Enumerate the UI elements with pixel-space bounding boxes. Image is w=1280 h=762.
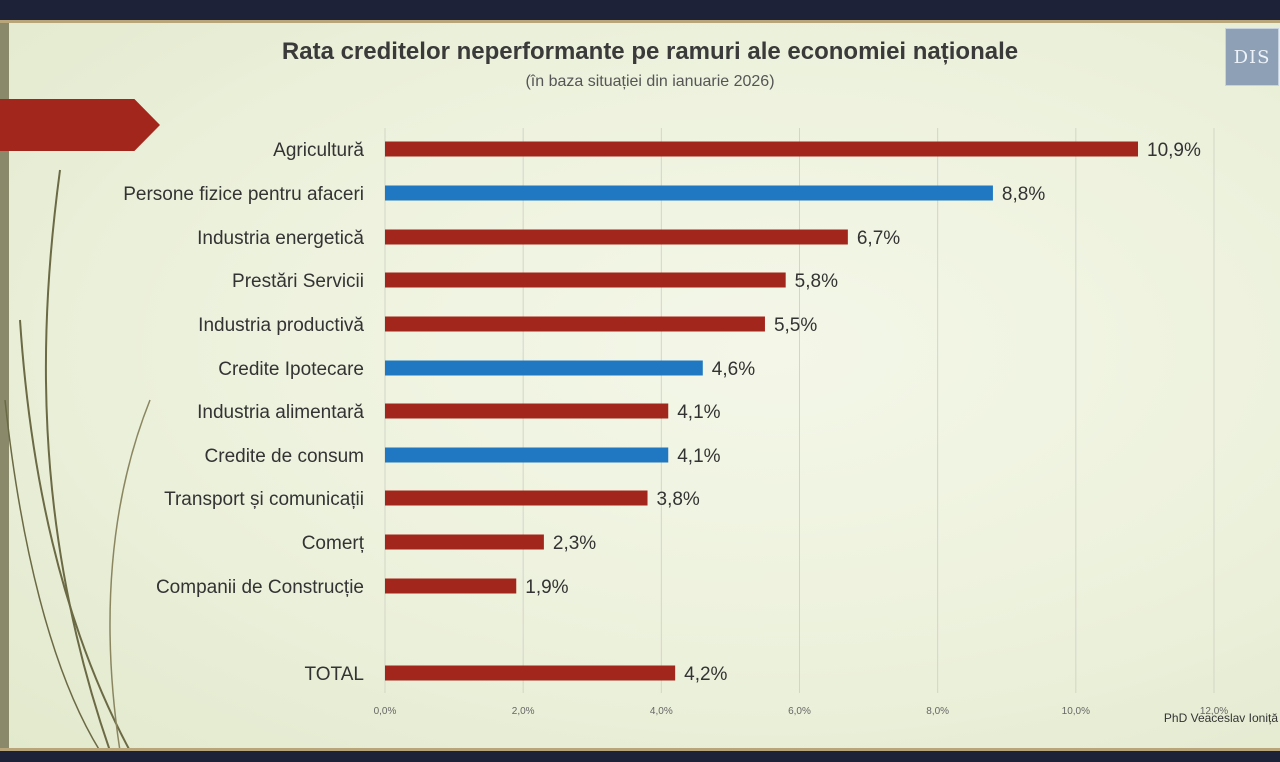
x-tick-label: 4,0% [650, 706, 673, 717]
data-label: 6,7% [857, 228, 900, 249]
chart-title: Rata creditelor neperformante pe ramuri … [281, 38, 1019, 65]
data-label: 8,8% [1002, 184, 1045, 205]
arrow-banner [0, 99, 160, 151]
category-label: Companii de Construcție [156, 577, 364, 598]
data-label: 10,9% [1147, 140, 1201, 161]
x-tick-label: 6,0% [788, 706, 811, 717]
data-label: 1,9% [525, 577, 568, 598]
category-label: Credite Ipotecare [218, 359, 364, 380]
bar [385, 534, 544, 550]
x-tick-label: 10,0% [1062, 706, 1090, 717]
data-label: 4,1% [677, 446, 720, 467]
category-label: Comerț [302, 533, 365, 554]
category-label: Persone fizice pentru afaceri [123, 184, 364, 205]
bar [385, 490, 648, 506]
data-label: 5,5% [774, 315, 817, 336]
category-label: TOTAL [305, 664, 364, 685]
bar [385, 578, 517, 594]
data-label: 3,8% [657, 489, 700, 510]
logo-icon: DIS [1225, 28, 1279, 86]
data-label: 4,6% [712, 359, 755, 380]
bar [385, 229, 848, 245]
data-label: 5,8% [795, 271, 838, 292]
category-label: Prestări Servicii [232, 271, 364, 292]
author-credit: PhD Veaceslav Ioniță [1163, 711, 1278, 725]
bar [385, 665, 676, 681]
category-label: Industria productivă [198, 315, 364, 336]
category-label: Credite de consum [205, 446, 364, 467]
category-label: Agricultură [273, 140, 364, 161]
bar [385, 272, 786, 288]
data-label: 2,3% [553, 533, 596, 554]
data-label: 4,1% [677, 402, 720, 423]
bar [385, 447, 669, 463]
bar [385, 360, 703, 376]
category-label: Industria alimentară [197, 402, 364, 423]
bar [385, 141, 1139, 157]
data-label: 4,2% [684, 664, 727, 685]
category-label: Transport și comunicații [164, 489, 364, 510]
left-strip [0, 20, 9, 751]
x-tick-label: 2,0% [512, 706, 535, 717]
bar [385, 185, 993, 201]
x-tick-label: 0,0% [374, 706, 397, 717]
category-label: Industria energetică [197, 228, 364, 249]
bar [385, 403, 669, 419]
x-tick-label: 12,0% [1200, 706, 1228, 717]
decorative-curves [4, 169, 151, 751]
chart-subtitle: (în baza situației din ianuarie 2026) [525, 73, 775, 90]
x-tick-label: 8,0% [926, 706, 949, 717]
bar [385, 316, 765, 332]
